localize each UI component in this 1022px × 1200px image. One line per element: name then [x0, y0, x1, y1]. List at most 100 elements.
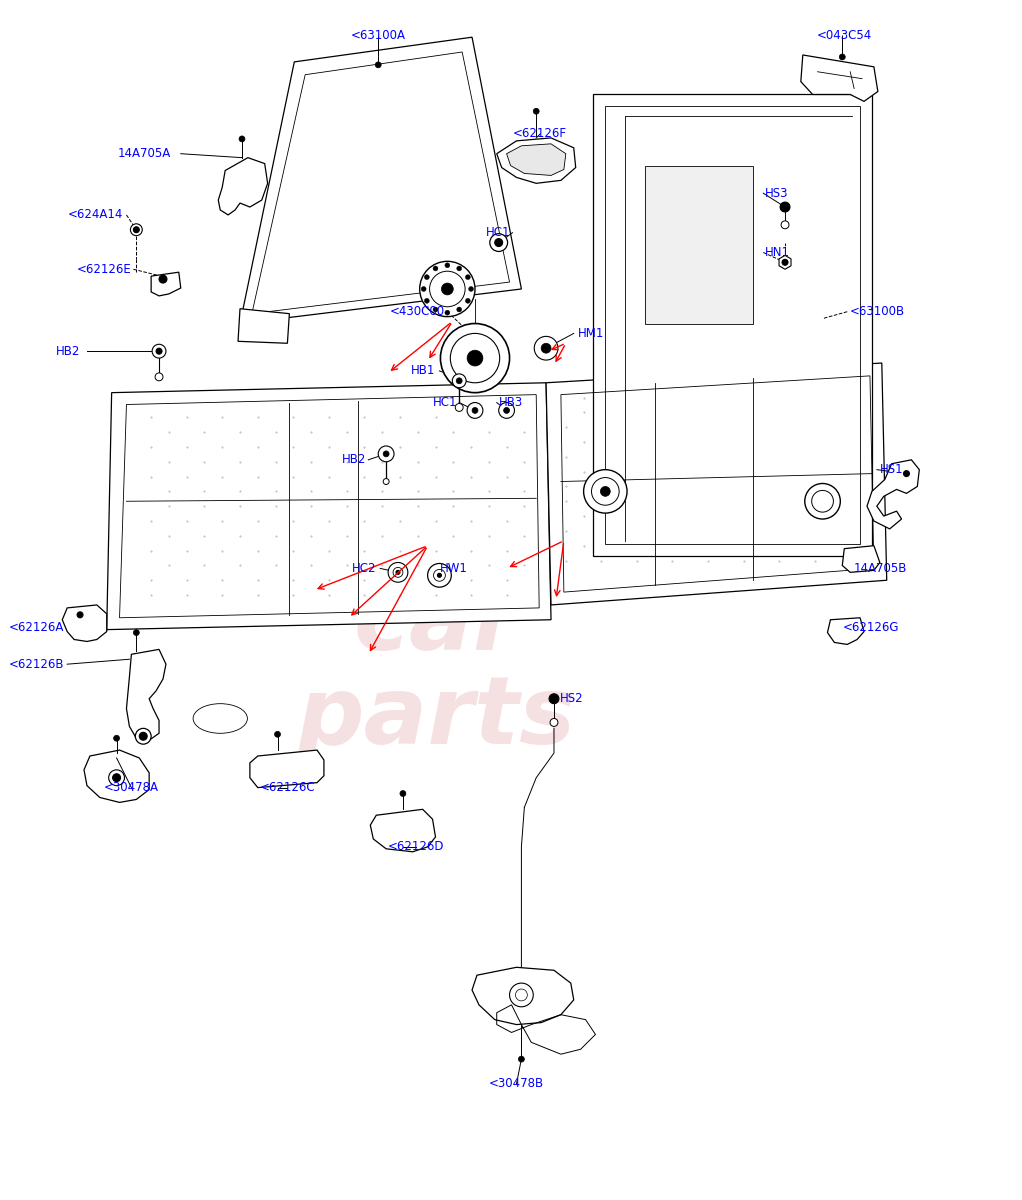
Circle shape: [375, 62, 381, 68]
Text: HB3: HB3: [499, 396, 523, 409]
Circle shape: [542, 343, 551, 353]
Text: scuderia: scuderia: [210, 482, 663, 575]
Text: HW1: HW1: [439, 562, 467, 575]
Circle shape: [440, 324, 510, 392]
Circle shape: [433, 266, 438, 271]
Circle shape: [108, 770, 125, 786]
Text: <62126D: <62126D: [387, 840, 444, 853]
Circle shape: [495, 239, 503, 246]
Circle shape: [112, 774, 121, 781]
Circle shape: [77, 612, 83, 618]
Polygon shape: [507, 144, 566, 175]
Circle shape: [275, 731, 280, 737]
Circle shape: [429, 271, 465, 307]
Text: HB2: HB2: [342, 454, 366, 467]
Circle shape: [156, 348, 162, 354]
Circle shape: [504, 408, 510, 413]
Text: HC1: HC1: [432, 396, 457, 409]
Text: <62126B: <62126B: [9, 658, 64, 671]
Text: 14A705A: 14A705A: [118, 148, 171, 161]
Circle shape: [457, 307, 462, 312]
Circle shape: [424, 275, 429, 280]
Text: <624A14: <624A14: [68, 209, 124, 222]
Circle shape: [388, 563, 408, 582]
Text: HN1: HN1: [765, 246, 790, 259]
Circle shape: [113, 736, 120, 742]
Circle shape: [467, 350, 482, 366]
Circle shape: [467, 402, 482, 419]
Circle shape: [804, 484, 840, 520]
Text: <63100A: <63100A: [351, 29, 406, 42]
Text: HM1: HM1: [577, 326, 604, 340]
Circle shape: [518, 1056, 524, 1062]
Text: <30478B: <30478B: [489, 1078, 544, 1091]
Text: HS1: HS1: [880, 463, 903, 476]
Circle shape: [445, 263, 450, 268]
Circle shape: [383, 451, 389, 457]
Polygon shape: [842, 546, 880, 572]
Circle shape: [424, 299, 429, 304]
Text: HC1: HC1: [486, 226, 511, 239]
Circle shape: [421, 287, 426, 292]
Circle shape: [139, 732, 147, 740]
Circle shape: [515, 989, 527, 1001]
Polygon shape: [828, 618, 864, 644]
Text: 14A705B: 14A705B: [854, 562, 908, 575]
Polygon shape: [472, 967, 573, 1025]
Polygon shape: [594, 95, 872, 556]
Polygon shape: [219, 157, 268, 215]
Circle shape: [781, 221, 789, 229]
Circle shape: [239, 136, 245, 142]
Circle shape: [811, 491, 833, 512]
Text: <430C00: <430C00: [389, 305, 445, 318]
Circle shape: [468, 287, 473, 292]
Polygon shape: [106, 383, 551, 630]
Circle shape: [549, 694, 559, 703]
Polygon shape: [370, 809, 435, 852]
Circle shape: [839, 54, 845, 60]
Circle shape: [152, 344, 166, 358]
Polygon shape: [645, 166, 753, 324]
Circle shape: [400, 791, 406, 797]
Text: HB1: HB1: [411, 365, 435, 378]
Circle shape: [433, 307, 438, 312]
Polygon shape: [127, 649, 166, 740]
Polygon shape: [867, 460, 920, 529]
Polygon shape: [497, 138, 575, 184]
Text: HC2: HC2: [352, 562, 376, 575]
Circle shape: [510, 983, 533, 1007]
Circle shape: [451, 334, 500, 383]
Text: HS2: HS2: [560, 692, 584, 706]
Circle shape: [396, 570, 400, 575]
Circle shape: [159, 275, 167, 283]
Polygon shape: [84, 750, 149, 803]
Circle shape: [453, 374, 466, 388]
Text: <63100B: <63100B: [850, 305, 905, 318]
Circle shape: [465, 299, 470, 304]
Circle shape: [437, 574, 442, 577]
Circle shape: [383, 479, 389, 485]
Circle shape: [378, 446, 394, 462]
Circle shape: [427, 564, 452, 587]
Circle shape: [131, 224, 142, 235]
Circle shape: [550, 719, 558, 726]
Circle shape: [600, 486, 610, 497]
Circle shape: [535, 336, 558, 360]
Ellipse shape: [193, 703, 247, 733]
Circle shape: [490, 234, 508, 252]
Circle shape: [420, 262, 475, 317]
Circle shape: [465, 275, 470, 280]
Text: <30478A: <30478A: [104, 781, 158, 794]
Circle shape: [780, 202, 790, 212]
Circle shape: [533, 108, 540, 114]
Text: <62126E: <62126E: [77, 263, 132, 276]
Text: <62126A: <62126A: [9, 622, 64, 634]
Circle shape: [135, 728, 151, 744]
Circle shape: [133, 227, 139, 233]
Circle shape: [455, 403, 463, 412]
Circle shape: [584, 469, 628, 514]
Polygon shape: [546, 364, 887, 605]
Circle shape: [456, 378, 462, 384]
Circle shape: [433, 569, 446, 581]
Circle shape: [472, 408, 478, 413]
